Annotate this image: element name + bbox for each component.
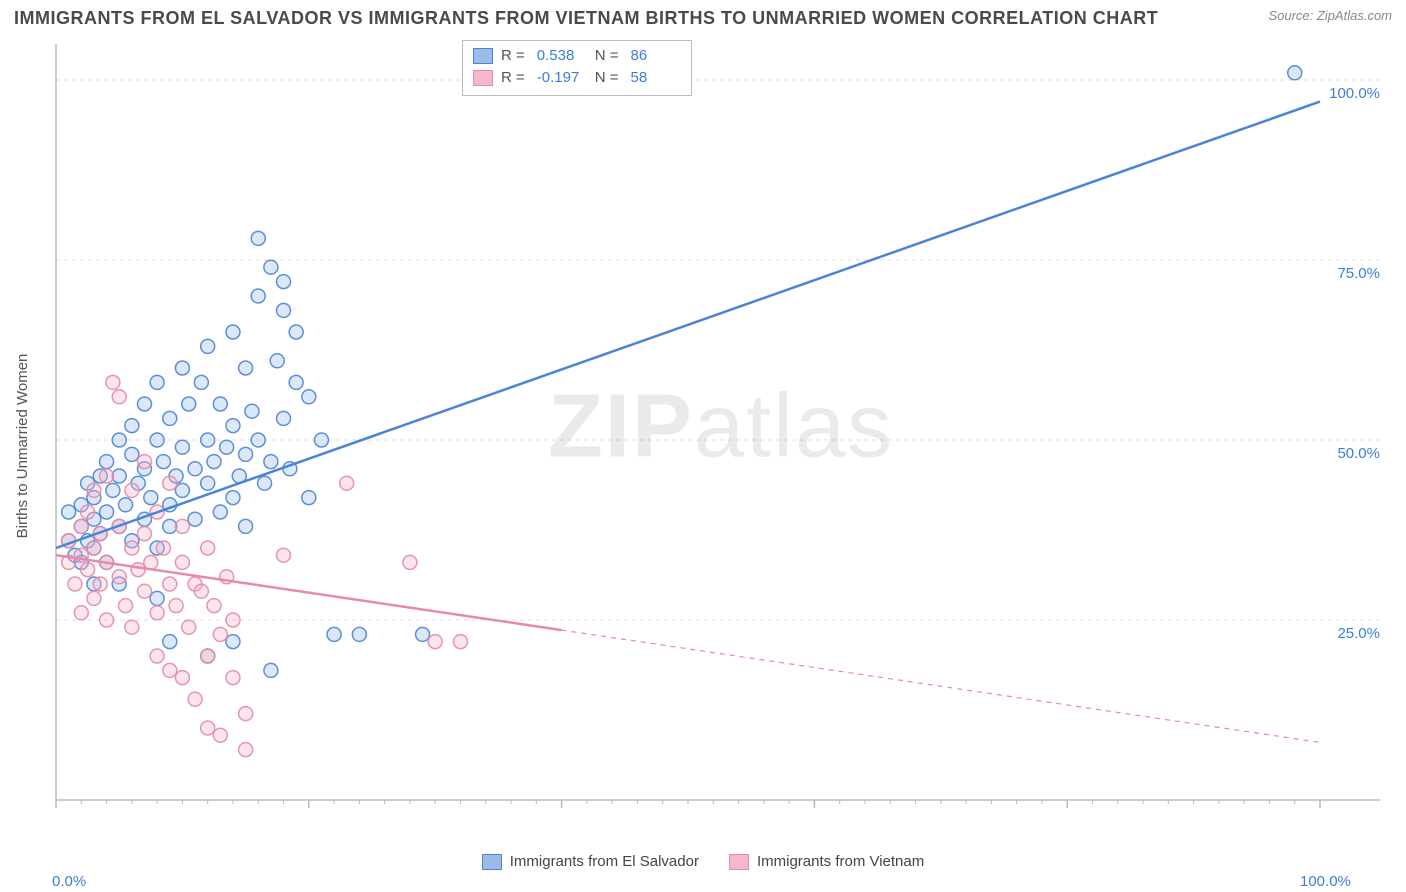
svg-text:50.0%: 50.0%: [1337, 445, 1380, 462]
swatch-vietnam: [473, 70, 493, 86]
stats-row-el-salvador: R = 0.538 N = 86: [473, 45, 681, 67]
legend-item-el-salvador: Immigrants from El Salvador: [482, 853, 699, 870]
chart-title: IMMIGRANTS FROM EL SALVADOR VS IMMIGRANT…: [14, 8, 1158, 29]
chart-area: 25.0%50.0%75.0%100.0% ZIPatlas: [52, 40, 1390, 830]
n-value-el-salvador: 86: [631, 45, 681, 67]
svg-text:75.0%: 75.0%: [1337, 265, 1380, 282]
n-label: N =: [595, 45, 619, 67]
legend-item-vietnam: Immigrants from Vietnam: [729, 853, 924, 870]
swatch-el-salvador: [482, 854, 502, 870]
y-axis-label: Births to Unmarried Women: [14, 354, 31, 539]
x-axis-min-label: 0.0%: [52, 873, 86, 890]
stats-legend-box: R = 0.538 N = 86 R = -0.197 N = 58: [462, 40, 692, 96]
svg-text:100.0%: 100.0%: [1329, 85, 1380, 102]
r-label: R =: [501, 67, 525, 89]
bottom-legend: Immigrants from El Salvador Immigrants f…: [0, 853, 1406, 870]
svg-text:25.0%: 25.0%: [1337, 625, 1380, 642]
legend-label: Immigrants from El Salvador: [510, 853, 699, 870]
r-value-vietnam: -0.197: [537, 67, 587, 89]
stats-row-vietnam: R = -0.197 N = 58: [473, 67, 681, 89]
r-label: R =: [501, 45, 525, 67]
n-value-vietnam: 58: [631, 67, 681, 89]
n-label: N =: [595, 67, 619, 89]
legend-label: Immigrants from Vietnam: [757, 853, 924, 870]
r-value-el-salvador: 0.538: [537, 45, 587, 67]
source-label: Source: ZipAtlas.com: [1268, 8, 1392, 23]
swatch-el-salvador: [473, 48, 493, 64]
x-axis-max-label: 100.0%: [1300, 873, 1351, 890]
chart-svg: 25.0% 50.0% 75.0% 100.0%: [52, 40, 1390, 830]
swatch-vietnam: [729, 854, 749, 870]
